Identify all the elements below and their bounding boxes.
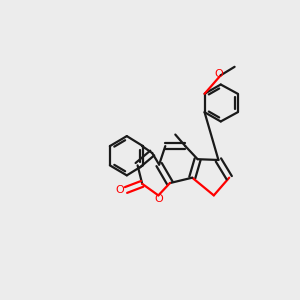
Text: O: O — [116, 185, 124, 195]
Text: O: O — [155, 194, 164, 204]
Text: O: O — [214, 69, 223, 79]
